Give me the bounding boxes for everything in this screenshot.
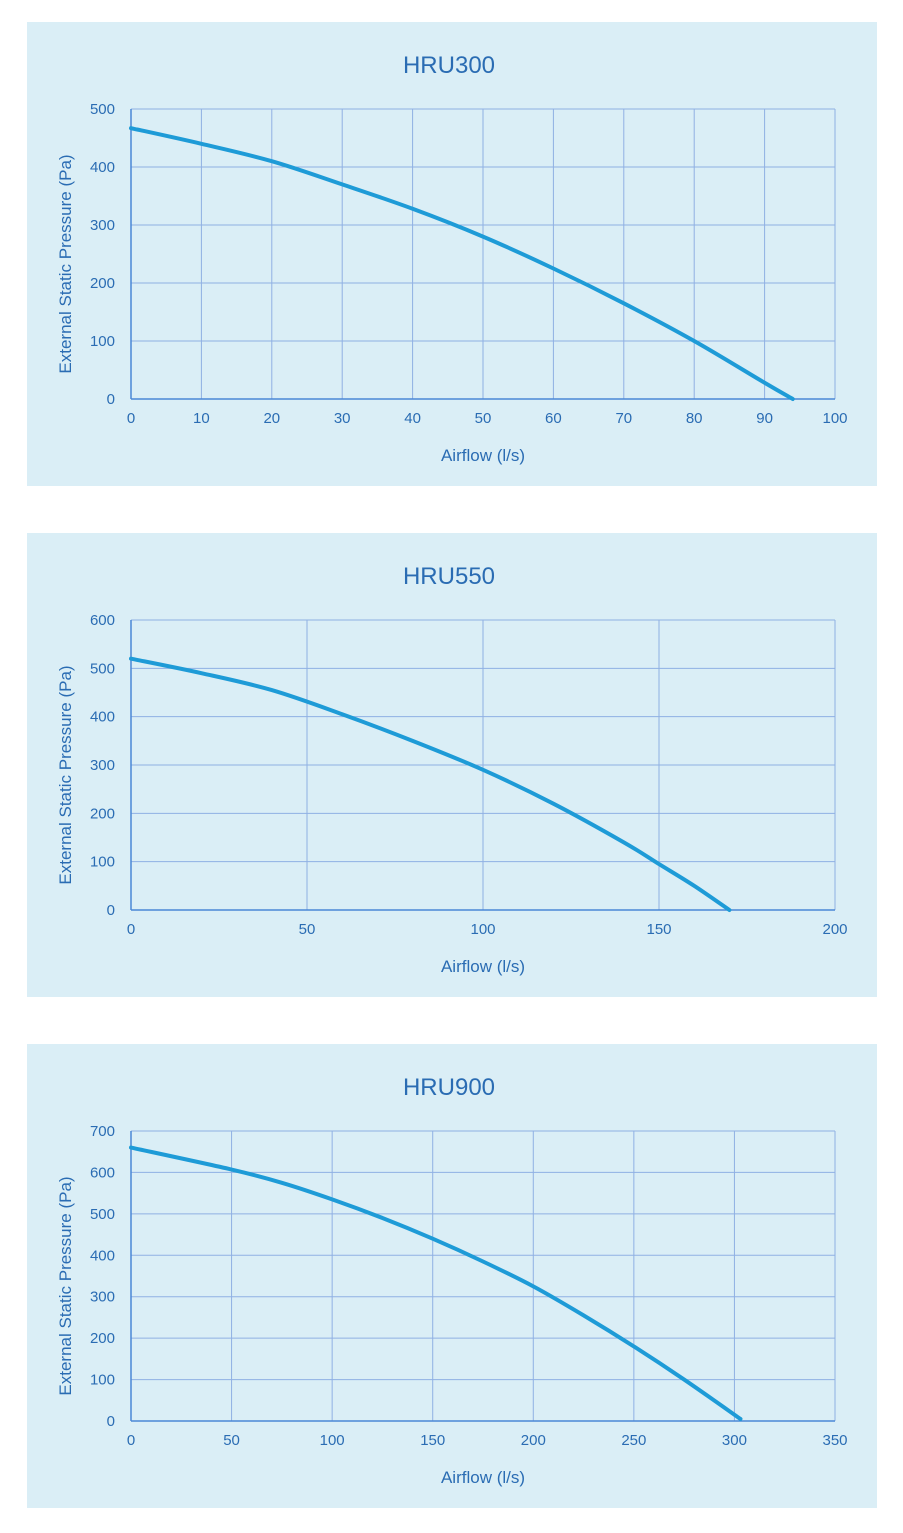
chart-panel-hru900: HRU900 0 50 100 150 200 250 300 350 0 100 200 300 400… [27,1044,877,1508]
x-tick-label: 100 [470,921,495,938]
chart-title: HRU900 [403,1074,495,1101]
x-tick-label: 250 [621,1432,646,1449]
y-axis-label: External Static Pressure (Pa) [56,154,75,373]
x-tick-label: 50 [299,921,316,938]
y-tick-label: 700 [90,1123,115,1140]
x-tick-label: 40 [404,410,421,427]
x-tick-label: 10 [193,410,210,427]
y-tick-label: 400 [90,709,115,726]
x-tick-label: 200 [822,921,847,938]
y-tick-label: 300 [90,217,115,234]
chart-title: HRU550 [403,563,495,590]
series-line [129,656,732,912]
y-tick-label: 300 [90,757,115,774]
y-tick-label: 200 [90,1330,115,1347]
chart-panel-hru300: HRU300 0 10 20 30 40 50 60 70 80 90 100 0 100 200 300 40… [27,22,877,486]
x-tick-label: 100 [320,1432,345,1449]
y-tick-label: 100 [90,854,115,871]
series-line [129,1145,743,1421]
y-tick-label: 0 [107,1413,115,1430]
chart-hru300: HRU300 0 10 20 30 40 50 60 70 80 90 100 0 100 200 300 40… [56,52,848,465]
y-tick-label: 500 [90,660,115,677]
y-tick-label: 400 [90,159,115,176]
x-tick-label: 80 [686,410,703,427]
x-tick-label: 150 [646,921,671,938]
x-axis-label: Airflow (l/s) [441,1468,525,1487]
y-tick-label: 0 [107,902,115,919]
x-tick-label: 0 [127,921,135,938]
chart-title: HRU300 [403,52,495,79]
x-axis-label: Airflow (l/s) [441,957,525,976]
y-tick-label: 200 [90,805,115,822]
y-tick-label: 200 [90,275,115,292]
x-tick-label: 200 [521,1432,546,1449]
x-tick-label: 300 [722,1432,747,1449]
chart-hru550: HRU550 0 50 100 150 200 0 100 200 300 400 500 600 Air… [56,563,848,976]
x-tick-label: 100 [822,410,847,427]
x-tick-label: 70 [615,410,632,427]
y-tick-label: 400 [90,1247,115,1264]
x-tick-label: 50 [223,1432,240,1449]
y-axis-label: External Static Pressure (Pa) [56,665,75,884]
y-tick-label: 0 [107,391,115,408]
y-tick-label: 500 [90,101,115,118]
x-tick-label: 60 [545,410,562,427]
chart-hru900: HRU900 0 50 100 150 200 250 300 350 0 100 200 300 400… [56,1074,848,1487]
x-tick-label: 90 [756,410,773,427]
x-tick-label: 0 [127,1432,135,1449]
x-tick-label: 350 [822,1432,847,1449]
y-tick-label: 100 [90,333,115,350]
x-tick-label: 150 [420,1432,445,1449]
x-tick-label: 50 [475,410,492,427]
chart-panel-hru550: HRU550 0 50 100 150 200 0 100 200 300 400 500 600 Air… [27,533,877,997]
x-tick-label: 0 [127,410,135,427]
y-tick-label: 600 [90,612,115,629]
y-tick-label: 600 [90,1164,115,1181]
y-axis-label: External Static Pressure (Pa) [56,1176,75,1395]
x-tick-label: 20 [263,410,280,427]
y-tick-label: 300 [90,1289,115,1306]
x-axis-label: Airflow (l/s) [441,446,525,465]
series-line [129,126,795,401]
y-tick-label: 100 [90,1372,115,1389]
x-tick-label: 30 [334,410,351,427]
y-tick-label: 500 [90,1206,115,1223]
